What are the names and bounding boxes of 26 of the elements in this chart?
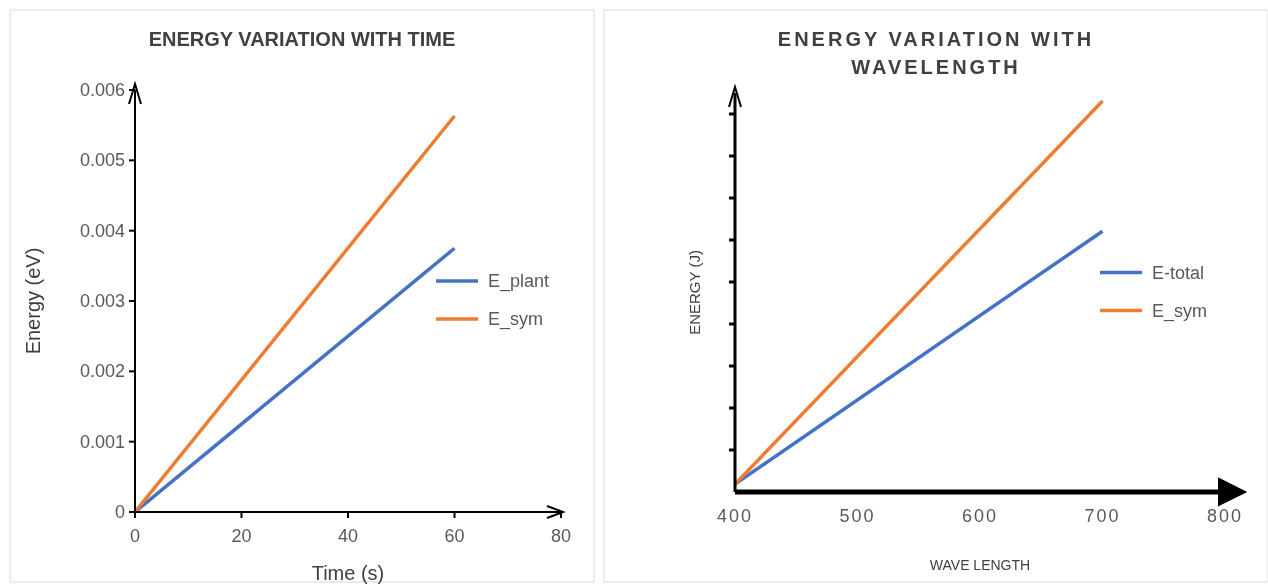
y-tick-label: 0.005 bbox=[79, 150, 125, 171]
x-tick-label: 0 bbox=[129, 526, 141, 546]
legend-label: E_sym bbox=[1152, 300, 1208, 322]
y-axis-title: ENERGY (J) bbox=[686, 250, 703, 335]
x-tick-label: 80 bbox=[550, 526, 572, 546]
y-tick-label: 0.003 bbox=[79, 291, 125, 311]
x-tick-label: 800 bbox=[1206, 506, 1244, 526]
x-tick-label: 500 bbox=[839, 506, 876, 526]
x-tick-label: 700 bbox=[1084, 506, 1121, 526]
x-tick-label: 20 bbox=[231, 526, 252, 546]
legend-label: E_plant bbox=[488, 271, 550, 292]
chart-title: ENERGY VARIATION WITH WAVELENGTH bbox=[777, 28, 1095, 78]
y-tick-label: 0.002 bbox=[79, 361, 125, 382]
x-axis-title: Time (s) bbox=[311, 562, 385, 584]
legend-label: E-total bbox=[1152, 262, 1205, 283]
x-tick-label: 40 bbox=[337, 526, 359, 546]
x-tick-label: 400 bbox=[716, 506, 754, 526]
y-tick-label: 0.004 bbox=[79, 220, 125, 241]
y-axis-title: Energy (eV) bbox=[22, 247, 44, 355]
x-axis-title: WAVE LENGTH bbox=[929, 557, 1031, 573]
chart-title: ENERGY VARIATION WITH TIME bbox=[148, 28, 456, 50]
x-tick-label: 600 bbox=[961, 506, 999, 526]
y-tick-label: 0.001 bbox=[79, 431, 125, 452]
legend-label: E_sym bbox=[488, 309, 544, 330]
x-tick-label: 60 bbox=[444, 526, 465, 546]
y-tick-label: 0.006 bbox=[79, 80, 125, 100]
